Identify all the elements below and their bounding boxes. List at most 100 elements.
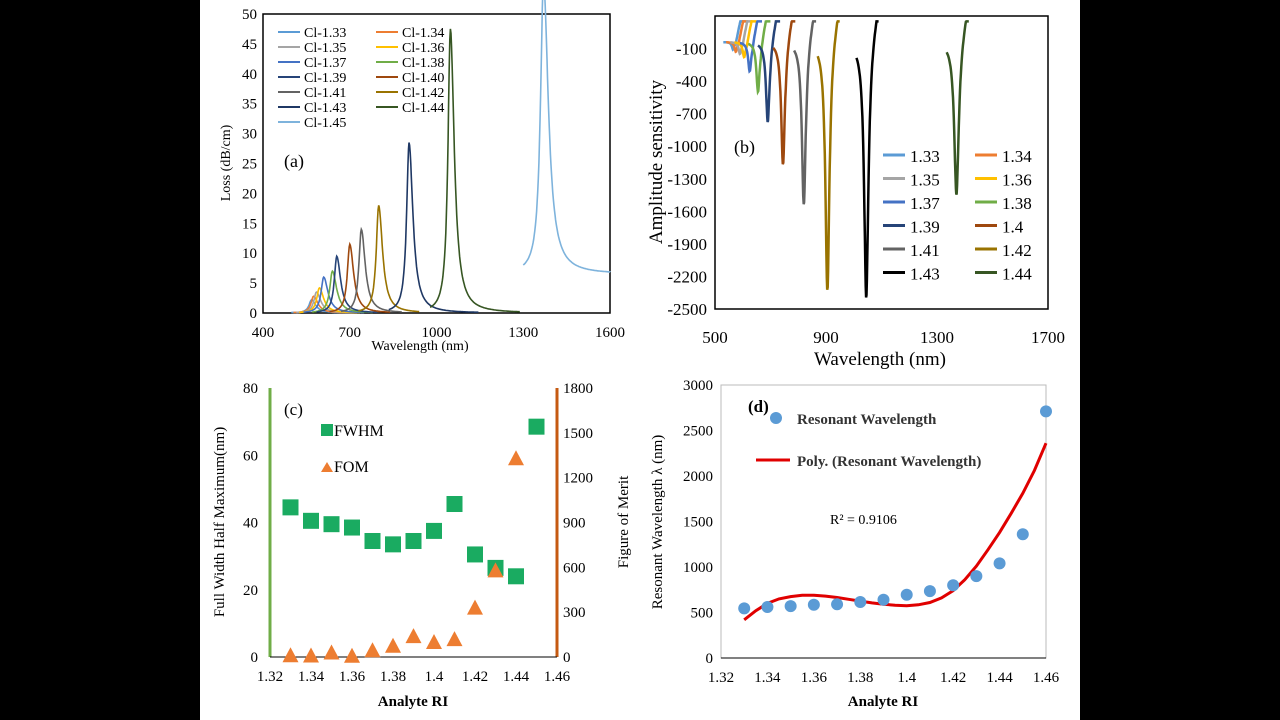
d-resonant-point <box>877 593 890 606</box>
d-resonant-point <box>738 602 751 615</box>
a-ytick-label: 0 <box>250 306 258 322</box>
b-ytick-label: -1900 <box>667 235 707 254</box>
d-ytick-label: 1000 <box>683 560 713 576</box>
d-ytick-label: 0 <box>706 651 714 667</box>
d-resonant-point <box>831 598 844 611</box>
a-legend-label: Cl-1.39 <box>304 71 346 86</box>
b-xtick-label: 1700 <box>1031 328 1065 347</box>
c-ytick-label: 0 <box>251 650 259 666</box>
c-ytick-right-label: 0 <box>563 650 571 666</box>
panel-c-label: (c) <box>284 400 303 419</box>
panel-b-xlabel: Wavelength (nm) <box>814 349 946 370</box>
d-resonant-point <box>1040 405 1052 418</box>
c-fom-point <box>303 647 319 663</box>
a-series-line <box>358 205 420 313</box>
a-ytick-label: 10 <box>242 246 257 262</box>
a-ytick-label: 40 <box>242 67 257 83</box>
d-resonant-point <box>807 598 820 611</box>
legend-resonant-label: Resonant Wavelength <box>797 412 937 428</box>
c-ytick-label: 40 <box>243 516 258 532</box>
c-fwhm-point <box>364 532 381 549</box>
b-legend-label: 1.43 <box>910 265 940 284</box>
c-ytick-right-label: 1200 <box>563 471 593 487</box>
panel-d-xlabel: Analyte RI <box>848 694 919 710</box>
b-series-line <box>734 20 757 59</box>
a-series-line <box>316 254 378 314</box>
d-xtick-label: 1.38 <box>847 670 873 686</box>
b-series-line <box>816 20 840 290</box>
c-fwhm-point <box>426 522 442 539</box>
panel-a-xlabel: Wavelength (nm) <box>371 339 469 354</box>
b-legend-label: 1.37 <box>910 194 940 213</box>
d-xtick-label: 1.46 <box>1033 670 1060 686</box>
b-ytick-label: -100 <box>676 40 707 59</box>
a-ytick-label: 35 <box>242 97 257 113</box>
a-ytick-label: 5 <box>250 276 258 292</box>
b-ytick-label: -2200 <box>667 267 707 286</box>
b-legend-label: 1.35 <box>910 171 940 190</box>
a-ytick-label: 20 <box>242 186 257 202</box>
a-legend-label: Cl-1.36 <box>402 41 444 56</box>
legend-fwhm-marker <box>321 424 333 436</box>
d-xtick-label: 1.4 <box>897 670 916 686</box>
panel-a-frame <box>262 13 611 314</box>
c-fom-point <box>508 450 524 466</box>
c-fom-point <box>405 628 422 644</box>
c-fom-point <box>487 562 504 578</box>
panel-c-ylabel-right: Figure of Merit <box>616 475 632 568</box>
c-fwhm-point <box>385 536 401 553</box>
a-legend-label: Cl-1.44 <box>402 101 444 116</box>
d-resonant-point <box>970 570 983 583</box>
d-ytick-label: 2500 <box>683 424 713 440</box>
c-fom-point <box>282 647 299 663</box>
b-ytick-label: -400 <box>676 72 707 91</box>
c-ytick-right-label: 600 <box>563 560 586 576</box>
panel-b-frame <box>714 15 1049 310</box>
b-legend-label: 1.42 <box>1002 241 1032 260</box>
b-ytick-label: -700 <box>676 105 707 124</box>
a-xtick-label: 1300 <box>508 325 538 341</box>
b-series-line <box>740 20 762 74</box>
panel-d-ylabel: Resonant Wavelength λ (nm) <box>650 435 666 610</box>
c-fom-point <box>344 647 360 663</box>
c-fwhm-point <box>323 516 340 533</box>
a-xtick-label: 1000 <box>422 325 452 341</box>
b-legend-label: 1.36 <box>1002 171 1032 190</box>
panel-b-label: (b) <box>734 137 755 158</box>
panel-a-label: (a) <box>284 151 304 172</box>
d-fit-line <box>743 442 1048 621</box>
a-legend-label: Cl-1.42 <box>402 86 444 101</box>
d-ytick-label: 500 <box>691 606 714 622</box>
a-legend-label: Cl-1.37 <box>304 56 346 71</box>
b-ytick-label: -1000 <box>667 137 707 156</box>
c-fwhm-point <box>446 496 463 513</box>
a-series-line <box>388 142 479 314</box>
d-resonant-point <box>993 557 1006 570</box>
b-xtick-label: 500 <box>702 328 728 347</box>
d-ytick-label: 3000 <box>683 378 713 394</box>
c-ytick-label: 60 <box>243 448 258 464</box>
d-resonant-point <box>854 596 867 609</box>
a-legend-label: Cl-1.38 <box>402 56 444 71</box>
a-series-line <box>329 241 391 313</box>
d-xtick-label: 1.32 <box>708 670 734 686</box>
legend-resonant-marker <box>770 412 782 424</box>
c-ytick-label: 80 <box>243 381 258 397</box>
a-legend-label: Cl-1.35 <box>304 41 346 56</box>
a-xtick-label: 1600 <box>595 325 625 341</box>
a-legend-label: Cl-1.40 <box>402 71 444 86</box>
c-xtick-label: 1.42 <box>462 669 488 685</box>
a-series-line <box>522 0 611 273</box>
c-ytick-right-label: 1800 <box>563 381 593 397</box>
c-fwhm-point <box>467 546 483 563</box>
b-series-line <box>855 20 879 298</box>
c-xtick-label: 1.44 <box>503 669 530 685</box>
a-series-line <box>303 275 365 314</box>
panel-c-ylabel: Full Width Half Maximum(nm) <box>212 427 228 617</box>
panel-b: -100 -400 -700 -1000 -1300 -1600 -1900 -2200 -25… <box>646 15 1065 370</box>
a-ytick-label: 50 <box>242 7 257 23</box>
panel-c-xlabel: Analyte RI <box>378 694 449 710</box>
c-xtick-label: 1.46 <box>544 669 571 685</box>
legend-fwhm-label: FWHM <box>334 423 384 440</box>
d-resonant-point <box>761 601 774 614</box>
